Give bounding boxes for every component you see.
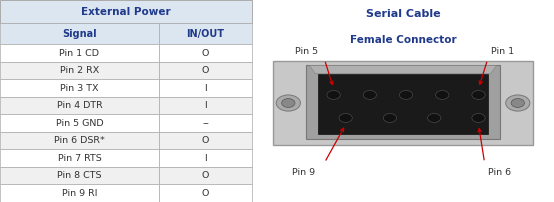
Circle shape bbox=[363, 90, 377, 99]
Text: Pin 9 RI: Pin 9 RI bbox=[61, 189, 97, 198]
Circle shape bbox=[399, 90, 413, 99]
Bar bbox=[0, 44, 159, 62]
Bar bbox=[306, 65, 500, 139]
Text: External Power: External Power bbox=[81, 7, 171, 17]
Bar bbox=[159, 62, 252, 79]
Bar bbox=[0, 132, 159, 149]
Text: O: O bbox=[202, 171, 209, 180]
Bar bbox=[159, 97, 252, 115]
Circle shape bbox=[281, 99, 295, 107]
Text: Pin 1: Pin 1 bbox=[491, 47, 514, 56]
Bar bbox=[0, 115, 159, 132]
Text: Pin 8 CTS: Pin 8 CTS bbox=[57, 171, 101, 180]
Bar bbox=[0, 184, 159, 202]
Circle shape bbox=[435, 90, 449, 99]
Bar bbox=[159, 44, 252, 62]
Text: Female Connector: Female Connector bbox=[350, 35, 456, 45]
Circle shape bbox=[472, 114, 485, 122]
Text: --: -- bbox=[202, 119, 209, 128]
Bar bbox=[0, 23, 159, 44]
Bar bbox=[0, 0, 252, 23]
Circle shape bbox=[511, 99, 525, 107]
Bar bbox=[159, 149, 252, 167]
Text: Pin 3 TX: Pin 3 TX bbox=[60, 84, 99, 93]
Bar bbox=[0, 149, 159, 167]
Text: O: O bbox=[202, 136, 209, 145]
Circle shape bbox=[339, 114, 352, 122]
Text: Signal: Signal bbox=[62, 29, 97, 39]
Text: Pin 2 RX: Pin 2 RX bbox=[60, 66, 99, 75]
Text: I: I bbox=[204, 154, 207, 163]
Text: O: O bbox=[202, 49, 209, 58]
Bar bbox=[0, 167, 159, 184]
Bar bbox=[0, 62, 159, 79]
Bar bbox=[159, 79, 252, 97]
Text: Pin 4 DTR: Pin 4 DTR bbox=[57, 101, 102, 110]
Bar bbox=[159, 115, 252, 132]
Bar bbox=[159, 132, 252, 149]
Text: I: I bbox=[204, 101, 207, 110]
Text: O: O bbox=[202, 189, 209, 198]
Text: Serial Cable: Serial Cable bbox=[366, 9, 440, 19]
Text: Pin 6: Pin 6 bbox=[488, 168, 511, 177]
Circle shape bbox=[276, 95, 300, 111]
Bar bbox=[159, 167, 252, 184]
Circle shape bbox=[383, 114, 397, 122]
Bar bbox=[159, 23, 252, 44]
Bar bbox=[319, 74, 488, 134]
Text: I: I bbox=[204, 84, 207, 93]
Text: IN/OUT: IN/OUT bbox=[187, 29, 224, 39]
Bar bbox=[273, 61, 533, 145]
Text: Pin 1 CD: Pin 1 CD bbox=[59, 49, 99, 58]
Circle shape bbox=[327, 90, 340, 99]
Text: Pin 7 RTS: Pin 7 RTS bbox=[58, 154, 101, 163]
Circle shape bbox=[428, 114, 441, 122]
Text: Pin 5 GND: Pin 5 GND bbox=[55, 119, 103, 128]
Text: Pin 5: Pin 5 bbox=[295, 47, 318, 56]
Text: Pin 6 DSR*: Pin 6 DSR* bbox=[54, 136, 105, 145]
Bar bbox=[0, 97, 159, 115]
Bar bbox=[159, 184, 252, 202]
Circle shape bbox=[472, 90, 485, 99]
Text: Pin 9: Pin 9 bbox=[292, 168, 315, 177]
Bar bbox=[0, 79, 159, 97]
Text: O: O bbox=[202, 66, 209, 75]
Polygon shape bbox=[310, 66, 496, 74]
Circle shape bbox=[506, 95, 530, 111]
